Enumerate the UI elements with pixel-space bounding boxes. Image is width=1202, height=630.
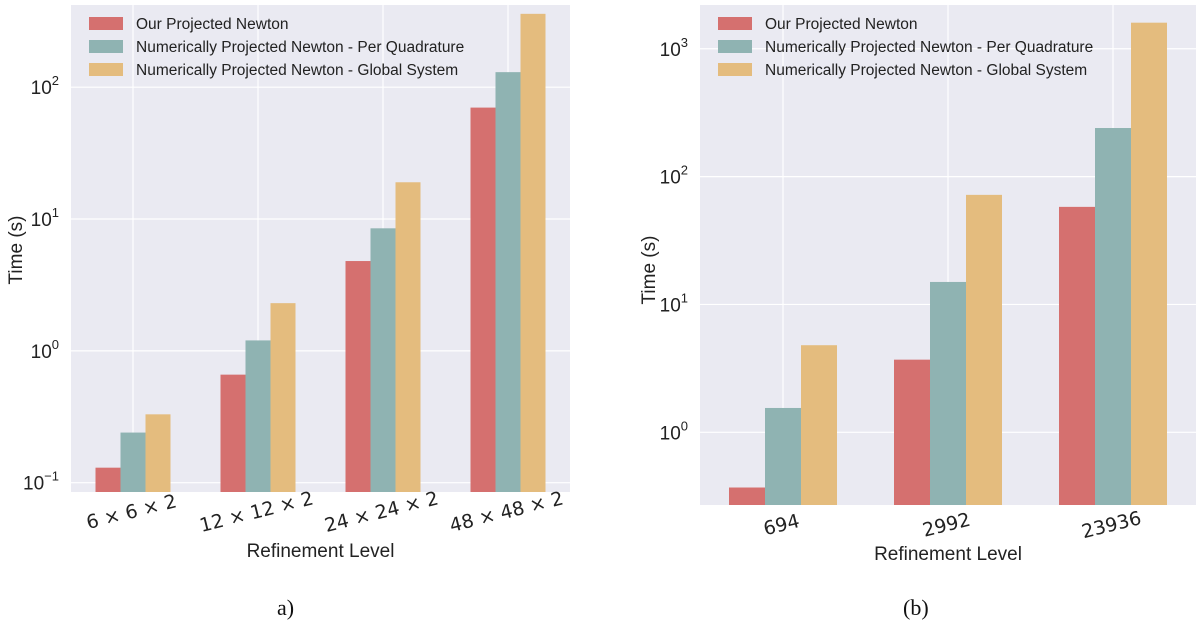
bar bbox=[495, 72, 521, 492]
x-tick-label: 48 × 48 × 2 bbox=[447, 487, 565, 537]
bar bbox=[370, 228, 396, 492]
legend-label: Numerically Projected Newton - Global Sy… bbox=[136, 62, 458, 79]
bar bbox=[345, 261, 371, 492]
x-tick-label: 6 × 6 × 2 bbox=[84, 490, 179, 534]
legend-swatch bbox=[718, 63, 752, 76]
legend-swatch bbox=[89, 63, 123, 76]
y-axis-label: Time (s) bbox=[6, 216, 27, 285]
x-tick-label: 2992 bbox=[920, 509, 972, 542]
legend-label: Numerically Projected Newton - Per Quadr… bbox=[765, 39, 1093, 56]
y-tick-exponent: 2 bbox=[681, 163, 688, 178]
y-tick-exponent: 1 bbox=[681, 290, 688, 305]
bar bbox=[894, 359, 930, 505]
legend-label: Numerically Projected Newton - Global Sy… bbox=[765, 62, 1087, 79]
bar bbox=[145, 414, 171, 492]
caption-a: a) bbox=[277, 595, 295, 620]
y-tick-label: 101 bbox=[31, 205, 59, 231]
bar bbox=[1059, 206, 1095, 506]
legend: Our Projected Newton Numerically Projecte… bbox=[89, 16, 464, 79]
y-tick-label: 102 bbox=[660, 163, 688, 189]
bar bbox=[801, 345, 837, 505]
bar bbox=[95, 467, 121, 492]
bar bbox=[966, 194, 1002, 505]
bar bbox=[120, 432, 146, 492]
bar bbox=[1131, 22, 1167, 506]
legend-swatch bbox=[718, 17, 752, 30]
legend-swatch bbox=[89, 17, 123, 30]
bar bbox=[470, 107, 496, 493]
y-tick-exponent: −1 bbox=[44, 469, 59, 484]
y-axis-label: Time (s) bbox=[639, 236, 660, 305]
bar bbox=[270, 303, 296, 492]
x-tick-label: 23936 bbox=[1080, 507, 1144, 543]
y-tick-exponent: 0 bbox=[681, 418, 688, 433]
y-tick-label: 100 bbox=[660, 418, 688, 444]
bar bbox=[220, 374, 246, 492]
bar bbox=[395, 182, 421, 492]
bar bbox=[245, 340, 271, 492]
bar bbox=[765, 407, 801, 505]
x-tick-label: 24 × 24 × 2 bbox=[322, 487, 440, 537]
legend-swatch bbox=[89, 40, 123, 53]
bar bbox=[729, 487, 765, 505]
x-tick-label: 12 × 12 × 2 bbox=[197, 487, 315, 537]
legend-swatch bbox=[718, 40, 752, 53]
bar bbox=[930, 281, 966, 505]
y-tick-exponent: 1 bbox=[52, 205, 59, 220]
y-tick-label: 101 bbox=[660, 290, 688, 316]
legend-label: Numerically Projected Newton - Per Quadr… bbox=[136, 39, 464, 56]
y-tick-label: 10−1 bbox=[23, 469, 59, 495]
y-tick-label: 103 bbox=[660, 35, 688, 61]
x-axis-label: Refinement Level bbox=[247, 541, 395, 562]
y-tick-exponent: 2 bbox=[52, 73, 59, 88]
y-tick-exponent: 3 bbox=[681, 35, 688, 50]
y-tick-label: 102 bbox=[31, 73, 59, 99]
legend-label: Our Projected Newton bbox=[765, 16, 918, 33]
bar bbox=[1095, 128, 1131, 505]
x-tick-label: 694 bbox=[761, 510, 802, 540]
caption-b: (b) bbox=[903, 595, 929, 620]
y-tick-exponent: 0 bbox=[52, 337, 59, 352]
legend: Our Projected Newton Numerically Projecte… bbox=[718, 16, 1093, 79]
y-tick-label: 100 bbox=[31, 337, 59, 363]
legend-label: Our Projected Newton bbox=[136, 16, 289, 33]
x-axis-label: Refinement Level bbox=[874, 544, 1022, 565]
bar bbox=[520, 13, 546, 493]
